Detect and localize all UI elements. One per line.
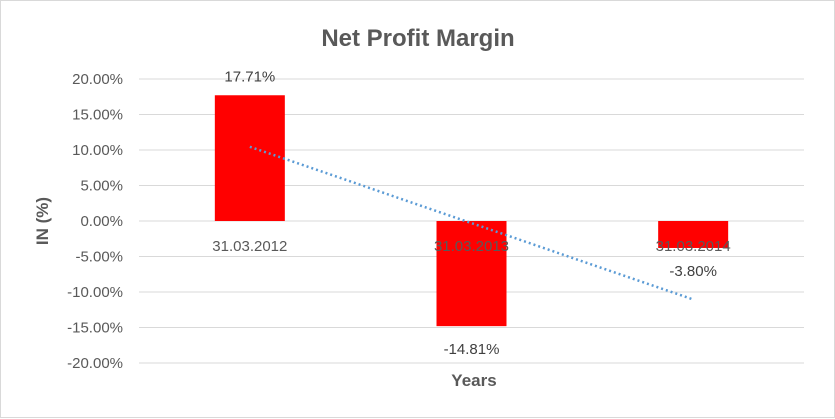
bar	[436, 221, 507, 327]
trendline-line	[249, 145, 694, 301]
category-label: 31.03.2014	[656, 238, 731, 255]
y-tick-label: -15.00%	[67, 320, 123, 337]
y-tick-label: 5.00%	[80, 178, 123, 195]
y-tick-label: 10.00%	[72, 142, 123, 159]
trendline	[249, 145, 694, 301]
y-tick-label: -20.00%	[67, 355, 123, 372]
x-axis-title: Years	[451, 371, 496, 390]
bars	[214, 95, 729, 327]
data-labels: 17.71% -14.81% -3.80%	[224, 68, 717, 358]
category-label: 31.03.2013	[434, 238, 509, 255]
data-label: -3.80%	[669, 263, 717, 280]
data-label: -14.81%	[444, 341, 500, 358]
y-tick-label: -10.00%	[67, 284, 123, 301]
bar	[214, 95, 285, 221]
y-axis-ticks: 20.00% 15.00% 10.00% 5.00% 0.00% -5.00% -10.00…	[67, 71, 123, 372]
bar	[658, 221, 729, 248]
category-labels: 31.03.2012 31.03.2013 31.03.2014	[212, 238, 730, 255]
y-tick-label: -5.00%	[75, 249, 123, 266]
y-tick-label: 20.00%	[72, 71, 123, 88]
y-tick-label: 0.00%	[80, 213, 123, 230]
y-tick-label: 15.00%	[72, 107, 123, 124]
category-label: 31.03.2012	[212, 238, 287, 255]
y-axis-title: IN (%)	[33, 197, 52, 245]
chart-title: Net Profit Margin	[321, 25, 514, 52]
data-label: 17.71%	[224, 68, 275, 85]
